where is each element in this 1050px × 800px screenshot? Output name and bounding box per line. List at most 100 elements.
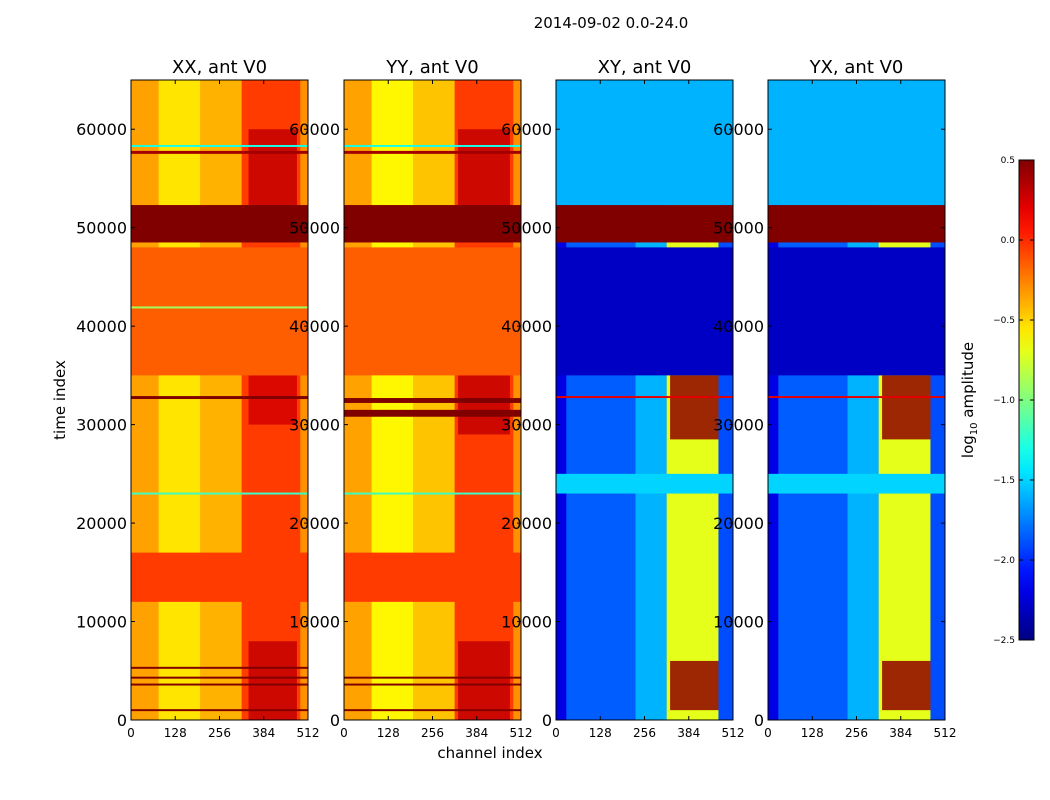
panel-heatmap xyxy=(344,80,521,720)
y-tick-label: 60000 xyxy=(289,120,340,139)
colorbar-tick-label: −1.5 xyxy=(993,476,1015,486)
colorbar-tick-label: −2.5 xyxy=(993,636,1015,646)
colorbar-tick-label: −1.0 xyxy=(993,396,1015,406)
x-tick-label: 0 xyxy=(764,726,772,740)
panel-heatmap xyxy=(131,80,308,720)
time-row xyxy=(768,247,945,376)
y-tick-label: 50000 xyxy=(289,219,340,238)
y-tick-label: 50000 xyxy=(713,219,764,238)
panel-title: YX, ant V0 xyxy=(809,57,904,78)
panel-title: YY, ant V0 xyxy=(385,57,478,78)
x-tick-label: 384 xyxy=(889,726,912,740)
y-tick-label: 60000 xyxy=(76,120,127,139)
time-row xyxy=(344,552,521,602)
time-row xyxy=(131,552,308,602)
time-row xyxy=(131,150,308,154)
time-row xyxy=(556,396,733,399)
x-tick-label: 512 xyxy=(934,726,957,740)
y-tick-label: 20000 xyxy=(501,514,552,533)
hot-region xyxy=(670,375,719,440)
time-row xyxy=(344,205,521,243)
x-tick-label: 512 xyxy=(722,726,745,740)
colorbar-tick-label: 0.5 xyxy=(1001,156,1015,166)
x-axis-label: channel index xyxy=(437,744,542,762)
x-tick-label: 0 xyxy=(340,726,348,740)
hot-region xyxy=(248,641,297,720)
y-tick-label: 30000 xyxy=(713,416,764,435)
time-row xyxy=(344,144,521,147)
y-tick-label: 50000 xyxy=(76,219,127,238)
channel-band xyxy=(768,80,779,720)
colorbar-label: log10 amplitude xyxy=(959,342,980,458)
time-row xyxy=(556,205,733,243)
time-row xyxy=(768,205,945,243)
channel-band xyxy=(300,80,308,720)
heatmap-panels: XX, ant V0 0 128 256 384 512 0 10000 20000 30000 4… xyxy=(76,57,956,740)
x-tick-label: 256 xyxy=(845,726,868,740)
channel-band xyxy=(556,80,567,720)
colorbar-tick-label: 0.0 xyxy=(1001,236,1016,246)
time-row xyxy=(131,666,308,669)
hot-region xyxy=(248,375,297,425)
x-tick-label: 128 xyxy=(377,726,400,740)
hot-region xyxy=(882,660,931,711)
time-row xyxy=(131,492,308,495)
y-tick-label: 30000 xyxy=(289,416,340,435)
x-tick-label: 384 xyxy=(252,726,275,740)
panel-3: YX, ant V0 0 128 256 384 512 0 10000 20000 30000 4… xyxy=(713,57,956,740)
time-row xyxy=(768,80,945,206)
time-row xyxy=(131,683,308,686)
hot-region xyxy=(458,129,510,206)
x-tick-label: 0 xyxy=(127,726,135,740)
y-tick-label: 0 xyxy=(117,711,127,730)
time-row xyxy=(131,144,308,147)
time-row xyxy=(344,676,521,679)
time-row xyxy=(131,306,308,309)
channel-band xyxy=(131,80,159,720)
hot-region xyxy=(670,660,719,711)
channel-band xyxy=(158,80,201,720)
x-tick-label: 128 xyxy=(164,726,187,740)
time-row xyxy=(131,709,308,712)
y-tick-label: 10000 xyxy=(501,613,552,632)
x-tick-label: 384 xyxy=(465,726,488,740)
x-tick-label: 128 xyxy=(589,726,612,740)
y-tick-label: 60000 xyxy=(713,120,764,139)
panel-2: XY, ant V0 0 128 256 384 512 0 10000 20000 30000 4… xyxy=(501,57,744,740)
x-tick-label: 256 xyxy=(421,726,444,740)
y-tick-label: 10000 xyxy=(76,613,127,632)
time-row xyxy=(556,247,733,376)
time-row xyxy=(556,80,733,206)
time-row xyxy=(131,247,308,376)
colorbar-ticks: 0.5 0.0 −0.5 −1.0 −1.5 −2.0 −2.5 xyxy=(993,156,1034,646)
panel-title: XY, ant V0 xyxy=(598,57,692,78)
time-row xyxy=(131,676,308,679)
time-row xyxy=(344,247,521,376)
x-tick-label: 512 xyxy=(297,726,320,740)
panel-heatmap xyxy=(768,80,945,720)
time-row xyxy=(344,683,521,686)
hot-region xyxy=(248,129,297,206)
x-tick-label: 0 xyxy=(552,726,560,740)
time-row xyxy=(556,473,733,494)
time-row xyxy=(131,396,308,400)
time-row xyxy=(768,396,945,399)
x-tick-label: 384 xyxy=(677,726,700,740)
colorbar-tick-label: −2.0 xyxy=(993,556,1015,566)
y-axis-label: time index xyxy=(51,360,69,440)
hot-region xyxy=(458,375,510,435)
colorbar-label-suffix: amplitude xyxy=(959,342,977,423)
y-tick-label: 10000 xyxy=(289,613,340,632)
y-tick-label: 50000 xyxy=(501,219,552,238)
y-tick-label: 0 xyxy=(542,711,552,730)
y-tick-label: 40000 xyxy=(76,317,127,336)
y-tick-label: 30000 xyxy=(501,416,552,435)
y-tick-label: 0 xyxy=(754,711,764,730)
time-row xyxy=(344,409,521,417)
colorbar-label-subscript: 10 xyxy=(969,422,980,435)
y-tick-label: 40000 xyxy=(713,317,764,336)
y-tick-label: 40000 xyxy=(501,317,552,336)
x-tick-label: 256 xyxy=(633,726,656,740)
colorbar-label-prefix: log xyxy=(959,435,977,458)
x-tick-label: 256 xyxy=(208,726,231,740)
